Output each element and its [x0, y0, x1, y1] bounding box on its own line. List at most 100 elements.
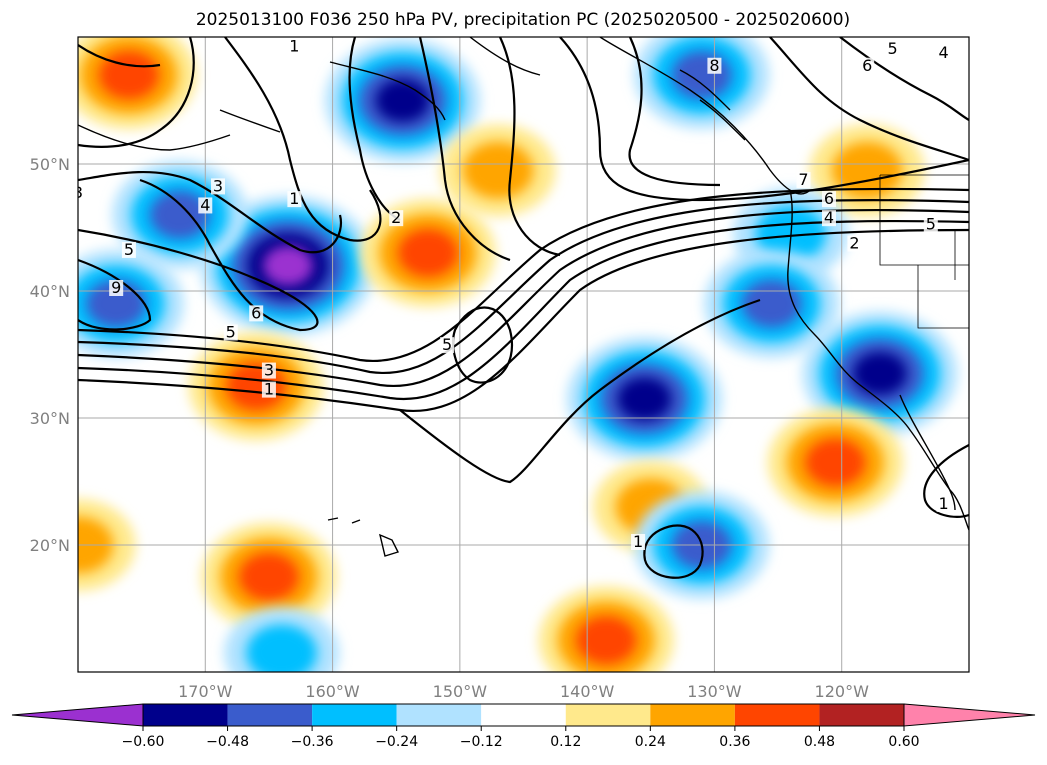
- colorbar-segment: [143, 704, 228, 726]
- colorbar-tick-label: 0.24: [635, 734, 666, 750]
- pv-contour-line: [78, 258, 152, 331]
- precip-anomaly-region: [201, 522, 337, 631]
- contour-label-backing: [923, 216, 938, 233]
- contour-label: 5: [442, 335, 452, 354]
- contour-label-backing: [707, 57, 722, 74]
- colorbar-tick-label: 0.48: [804, 734, 835, 750]
- map-frame: [77, 36, 970, 673]
- us-state-borders: [879, 174, 969, 329]
- contour-label: 4: [200, 195, 210, 214]
- pv-contour-line: [452, 306, 513, 384]
- precip-anomaly-band: [462, 142, 534, 199]
- contour-label: 3: [73, 183, 83, 202]
- contour-label: 2: [391, 208, 401, 227]
- pv-contour-line: [628, 37, 721, 187]
- longitude-tick-label: 120°W: [815, 682, 870, 701]
- pv-contour-line: [78, 171, 343, 254]
- contour-label: 4: [938, 43, 948, 62]
- colorbar-tick-label: 0.60: [888, 734, 919, 750]
- pv-contour-line: [224, 37, 382, 242]
- precip-anomaly-band: [852, 351, 907, 396]
- colorbar-extend-max: [903, 703, 1036, 727]
- contour-label-backing: [821, 191, 836, 208]
- precip-anomaly-region: [802, 311, 958, 436]
- contour-label-backing: [860, 57, 875, 74]
- pv-contour-line: [348, 37, 401, 221]
- pv-contour-line: [78, 44, 161, 68]
- contour-label: 4: [824, 208, 834, 227]
- colorbar-segment: [565, 704, 651, 726]
- precip-anomaly-band: [741, 279, 802, 328]
- baja-peninsula: [899, 394, 956, 511]
- latitude-tick-label: 30°N: [30, 409, 70, 428]
- colorbar-segment: [227, 704, 313, 726]
- colorbar-segment: [312, 704, 397, 726]
- pv-contour-layer: [78, 37, 969, 579]
- precip-anomaly-region: [704, 249, 840, 358]
- contour-label: 1: [938, 494, 948, 513]
- contour-label: 8: [709, 56, 719, 75]
- colorbar-tick-label: −0.36: [291, 734, 334, 750]
- longitude-tick-label: 130°W: [687, 682, 742, 701]
- contour-label: 6: [824, 189, 834, 208]
- precip-anomaly-region: [809, 124, 925, 217]
- latitude-axis: 20°N 30°N 40°N 50°N: [30, 155, 70, 555]
- contour-label-backing: [211, 178, 226, 195]
- contour-label: 1: [289, 37, 299, 56]
- precip-anomaly-band: [576, 616, 637, 665]
- colorbar-segment: [396, 704, 482, 726]
- pv-contour-line: [78, 219, 969, 401]
- graticule: [78, 37, 969, 672]
- longitude-tick-label: 150°W: [433, 682, 488, 701]
- pv-contour-line: [78, 37, 195, 148]
- contour-label-backing: [389, 210, 404, 227]
- colorbar-segment: [819, 704, 904, 726]
- precip-anomaly-band: [263, 245, 314, 286]
- contour-label-backing: [885, 41, 900, 58]
- contour-label-backing: [631, 534, 646, 550]
- contour-label-backing: [261, 362, 276, 379]
- latitude-tick-label: 50°N: [30, 155, 70, 174]
- colorbar: −0.60 −0.48 −0.36 −0.24 −0.12 0.12 0.24 0.36 0.4…: [11, 703, 1036, 750]
- precip-anomaly-band: [375, 78, 430, 123]
- contour-label-backing: [261, 381, 276, 398]
- colorbar-tick-label: −0.60: [122, 734, 165, 750]
- pv-contour-line: [78, 198, 969, 375]
- precip-anomaly-region: [566, 336, 722, 461]
- contour-label: 5: [888, 39, 898, 58]
- pv-contour-line: [78, 208, 969, 388]
- pv-contour-line: [559, 37, 969, 202]
- latitude-tick-label: 40°N: [30, 282, 70, 301]
- pv-contour-line: [839, 37, 969, 121]
- contour-label-backing: [198, 197, 213, 214]
- colorbar-segment: [650, 704, 735, 726]
- contour-label: 3: [970, 24, 980, 43]
- contour-label: 3: [264, 361, 274, 380]
- pv-contour-line: [643, 524, 704, 579]
- colorbar-extend-min: [11, 703, 144, 727]
- contour-label-backing: [821, 210, 836, 227]
- aleutian-islands: [78, 124, 231, 151]
- contour-label: 1: [289, 189, 299, 208]
- precip-anomaly-region: [440, 124, 556, 217]
- pv-contour-line: [499, 37, 561, 257]
- contour-label: 9: [111, 278, 121, 297]
- precip-anomaly-band: [617, 377, 672, 421]
- contour-label: 5: [926, 215, 936, 234]
- pv-contour-line: [78, 178, 319, 332]
- precip-anomaly-region: [767, 408, 903, 517]
- precip-anomaly-band: [398, 228, 459, 277]
- contour-label: 6: [862, 56, 872, 75]
- pv-contour-line: [769, 37, 969, 162]
- pv-contour-line: [78, 187, 969, 363]
- colorbar-segment: [481, 704, 566, 726]
- colorbar-frame: [142, 703, 905, 727]
- contour-label-backing: [287, 38, 302, 55]
- contour-label-backing: [249, 305, 264, 322]
- colorbar-tick-label: 0.12: [550, 734, 581, 750]
- contour-label: 2: [849, 234, 859, 253]
- contour-label-backing: [78, 184, 85, 201]
